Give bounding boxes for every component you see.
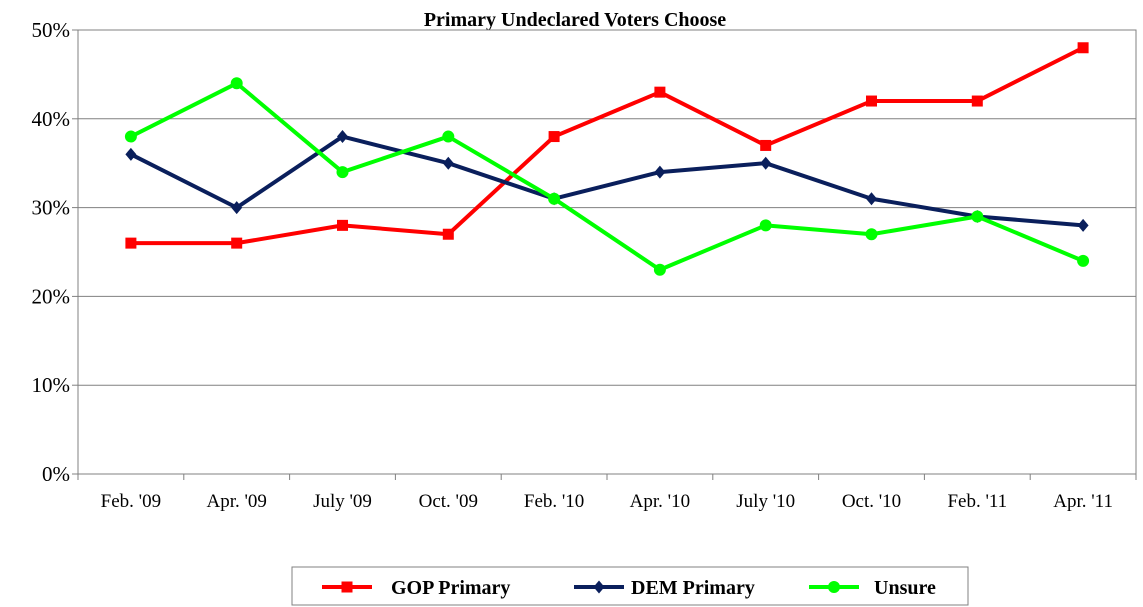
series-unsure [124, 77, 1090, 276]
data-point-dem-primary [1077, 218, 1089, 232]
data-point-unsure [971, 210, 984, 223]
data-point-gop-primary [866, 95, 877, 107]
x-tick-label: Apr. '11 [1053, 491, 1113, 512]
data-point-unsure [865, 228, 878, 241]
data-point-unsure [548, 192, 561, 205]
x-tick-label: Apr. '09 [206, 491, 266, 512]
y-tick-label: 40% [32, 107, 71, 131]
series-gop-primary [125, 42, 1089, 249]
data-point-dem-primary [125, 147, 137, 161]
y-tick-label: 20% [32, 284, 71, 308]
x-tick-label: Feb. '10 [524, 491, 584, 512]
x-tick-label: Apr. '10 [630, 491, 690, 512]
legend-item-gop-primary: GOP Primary [322, 577, 510, 599]
data-point-unsure [124, 130, 137, 143]
data-point-dem-primary [442, 156, 454, 170]
legend-item-unsure: Unsure [809, 577, 936, 599]
data-point-dem-primary [760, 156, 772, 170]
data-point-dem-primary [654, 165, 666, 179]
data-point-gop-primary [125, 237, 137, 249]
legend-label-gop-primary: GOP Primary [391, 577, 510, 599]
data-point-unsure [336, 166, 349, 179]
y-tick-label: 50% [32, 18, 71, 42]
legend: GOP Primary DEM Primary Unsure [291, 566, 969, 606]
x-tick-label: July '10 [736, 491, 795, 512]
y-tick-label: 10% [32, 373, 71, 397]
axes: 0% 10% 20% 30% 40% 50% Feb. '09 Apr. '09 July '0… [32, 18, 1137, 512]
legend-label-unsure: Unsure [874, 577, 936, 599]
series-dem-primary [125, 130, 1089, 232]
legend-marker-unsure [828, 581, 840, 593]
data-point-gop-primary [971, 95, 983, 107]
data-point-gop-primary [654, 86, 666, 98]
data-point-dem-primary [337, 130, 348, 144]
series-line-unsure [130, 81, 1084, 272]
data-point-gop-primary [548, 131, 560, 143]
data-point-gop-primary [231, 237, 243, 249]
data-point-unsure [653, 263, 666, 276]
legend-label-dem-primary: DEM Primary [631, 577, 755, 599]
chart-title: Primary Undeclared Voters Choose [424, 9, 726, 31]
legend-marker-gop-primary [341, 581, 353, 593]
series-line-gop-primary [130, 45, 1084, 246]
data-point-gop-primary [337, 219, 348, 231]
x-tick-label: July '09 [313, 491, 372, 512]
series-line-dem-primary [130, 134, 1084, 228]
data-point-gop-primary [760, 139, 772, 151]
data-point-unsure [230, 77, 243, 90]
data-point-unsure [759, 219, 772, 232]
legend-marker-dem-primary [593, 580, 605, 594]
data-point-gop-primary [1077, 42, 1089, 54]
x-tick-label: Feb. '11 [947, 491, 1007, 512]
x-tick-label: Oct. '10 [842, 491, 901, 512]
y-tick-label: 30% [32, 196, 71, 220]
data-point-unsure [1077, 254, 1090, 267]
series-lines [124, 42, 1090, 276]
x-tick-label: Feb. '09 [101, 491, 161, 512]
data-point-gop-primary [442, 228, 454, 240]
legend-item-dem-primary: DEM Primary [574, 577, 755, 599]
gridlines [78, 118, 1136, 386]
y-tick-label: 0% [42, 462, 70, 486]
data-point-unsure [442, 130, 455, 143]
data-point-dem-primary [866, 192, 877, 206]
x-tick-label: Oct. '09 [419, 491, 478, 512]
data-point-dem-primary [231, 201, 243, 215]
